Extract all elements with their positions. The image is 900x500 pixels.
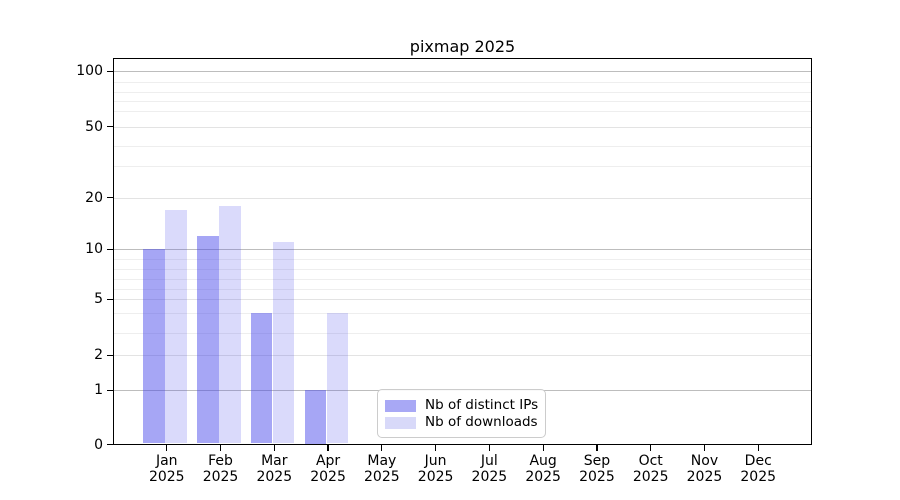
bar-nb-of-distinct-ips-apr — [304, 390, 327, 444]
x-tick-mark — [650, 444, 652, 451]
gridline-50 — [114, 126, 811, 128]
x-tick-label: Dec 2025 — [740, 452, 777, 486]
gridline-minor — [114, 111, 811, 112]
bar-nb-of-downloads-jan — [165, 209, 187, 444]
legend-label: Nb of downloads — [425, 414, 538, 430]
x-tick-mark — [488, 444, 491, 451]
y-tick-label: 100 — [76, 63, 103, 79]
y-tick-label: 10 — [85, 241, 103, 258]
legend-item: Nb of distinct IPs — [385, 397, 539, 414]
x-tick-mark — [166, 444, 168, 451]
gridline-minor — [114, 313, 811, 315]
x-tick-label: Jan 2025 — [148, 452, 185, 486]
y-tick-mark — [107, 126, 113, 128]
gridline-minor — [114, 91, 811, 93]
x-tick-label: Nov 2025 — [686, 452, 723, 486]
x-tick-label: Oct 2025 — [632, 452, 669, 486]
chart-title: pixmap 2025 — [409, 37, 516, 56]
gridline-10 — [114, 249, 811, 251]
x-tick-label: Aug 2025 — [525, 452, 561, 486]
legend-label: Nb of distinct IPs — [425, 397, 539, 413]
y-tick-mark — [107, 298, 113, 301]
legend-swatch — [385, 416, 416, 429]
x-tick-mark — [434, 444, 437, 451]
gridline-minor — [114, 101, 811, 103]
gridline-minor — [114, 269, 811, 271]
y-tick-label: 1 — [94, 382, 103, 398]
gridline-2 — [114, 355, 811, 356]
bar-nb-of-distinct-ips-feb — [197, 235, 219, 444]
y-tick-label: 5 — [94, 291, 103, 308]
x-tick-mark — [757, 444, 759, 451]
gridline-minor — [114, 146, 811, 147]
y-tick-label: 2 — [94, 347, 103, 363]
y-tick-label: 50 — [85, 118, 103, 135]
x-tick-label: Feb 2025 — [202, 452, 239, 486]
gridline-minor — [114, 259, 811, 261]
gridline-minor — [114, 82, 811, 83]
y-tick-mark — [107, 389, 113, 391]
y-tick-mark — [107, 354, 113, 356]
x-tick-label: Jul 2025 — [471, 452, 508, 486]
gridline-100 — [114, 71, 811, 72]
y-tick-mark — [107, 197, 113, 199]
x-tick-mark — [273, 444, 275, 451]
x-tick-mark — [219, 444, 222, 451]
y-tick-mark — [107, 444, 113, 446]
x-tick-label: Jun 2025 — [417, 452, 454, 486]
legend: Nb of distinct IPs Nb of downloads — [377, 389, 546, 438]
x-tick-mark — [596, 444, 598, 451]
bar-nb-of-distinct-ips-jan — [143, 249, 165, 444]
x-tick-label: Mar 2025 — [256, 452, 293, 486]
y-tick-mark — [107, 70, 113, 72]
gridline-minor — [114, 289, 811, 291]
x-tick-mark — [542, 444, 544, 451]
x-tick-mark — [703, 444, 706, 451]
bar-nb-of-downloads-mar — [272, 242, 295, 444]
gridline-minor — [114, 279, 811, 281]
gridline-minor — [114, 332, 811, 334]
bar-nb-of-downloads-apr — [326, 312, 349, 444]
gridline-5 — [114, 299, 811, 301]
y-tick-label: 0 — [94, 436, 103, 453]
gridline-20 — [114, 197, 811, 199]
x-tick-label: Sep 2025 — [579, 452, 615, 486]
x-tick-mark — [327, 444, 329, 451]
bar-nb-of-distinct-ips-mar — [250, 312, 273, 444]
x-tick-label: Apr 2025 — [310, 452, 346, 486]
legend-swatch — [385, 399, 416, 412]
y-tick-label: 20 — [85, 189, 103, 206]
x-tick-mark — [381, 444, 383, 451]
bar-nb-of-downloads-feb — [219, 205, 241, 444]
x-tick-label: May 2025 — [364, 452, 400, 486]
y-tick-mark — [107, 248, 113, 251]
legend-item: Nb of downloads — [385, 414, 538, 431]
gridline-minor — [114, 166, 811, 167]
